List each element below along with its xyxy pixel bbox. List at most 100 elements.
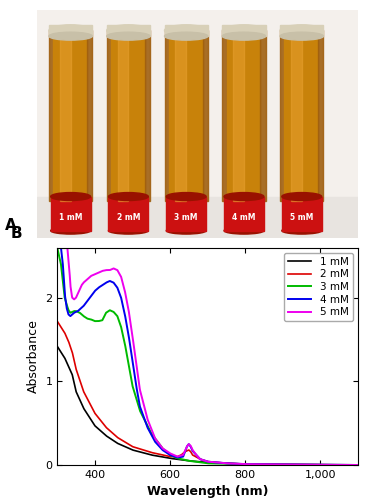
Ellipse shape [282, 228, 322, 234]
Bar [111, 30, 145, 201]
1 mM [191, 458, 196, 464]
Ellipse shape [222, 25, 266, 36]
5 mM [191, 448, 196, 454]
Bar [222, 30, 228, 201]
Line: 3 mM: 3 mM [57, 248, 358, 465]
Line: 2 mM: 2 mM [57, 321, 358, 465]
3 mM [191, 458, 196, 464]
Bar [53, 30, 87, 201]
3 mM [209, 460, 213, 466]
Bar [49, 30, 54, 201]
4 mM [109, 278, 113, 284]
Text: B: B [11, 226, 22, 241]
Ellipse shape [165, 25, 208, 36]
Bar [227, 30, 261, 201]
Bar [87, 30, 92, 201]
Bar [107, 25, 150, 36]
Text: 4 mM: 4 mM [232, 212, 256, 222]
Bar [60, 30, 70, 201]
4 mM [191, 448, 196, 454]
3 mM [356, 462, 360, 468]
Bar [165, 25, 208, 36]
Ellipse shape [108, 192, 148, 200]
Bar [280, 30, 285, 201]
3 mM [61, 278, 65, 284]
Text: 5 mM: 5 mM [290, 212, 313, 222]
2 mM [337, 462, 341, 468]
X-axis label: Wavelength (nm): Wavelength (nm) [147, 486, 268, 498]
5 mM [209, 459, 213, 465]
Ellipse shape [280, 32, 323, 40]
5 mM [109, 266, 113, 272]
Bar [166, 196, 206, 230]
4 mM [356, 462, 360, 468]
Bar [108, 196, 148, 230]
Bar [282, 196, 322, 230]
Bar [145, 30, 150, 201]
Ellipse shape [224, 192, 264, 200]
2 mM [109, 428, 113, 434]
2 mM [209, 459, 213, 465]
3 mM [262, 462, 267, 468]
Ellipse shape [51, 192, 90, 200]
Text: 1 mM: 1 mM [59, 212, 82, 222]
Text: A: A [4, 218, 16, 232]
4 mM [262, 462, 267, 468]
2 mM [55, 318, 59, 324]
4 mM [55, 244, 59, 250]
5 mM [337, 462, 341, 468]
Ellipse shape [166, 192, 206, 200]
Bar [291, 30, 302, 201]
Bar [169, 30, 203, 201]
Bar [51, 196, 90, 230]
4 mM [337, 462, 341, 468]
Ellipse shape [224, 228, 264, 234]
5 mM [262, 462, 267, 468]
3 mM [337, 462, 341, 468]
2 mM [191, 452, 196, 458]
Ellipse shape [51, 228, 90, 234]
5 mM [356, 462, 360, 468]
Bar [118, 30, 128, 201]
Ellipse shape [280, 25, 323, 36]
Bar [261, 30, 266, 201]
1 mM [55, 343, 59, 349]
Bar [37, 196, 358, 237]
Bar [203, 30, 208, 201]
Ellipse shape [49, 25, 92, 36]
1 mM [337, 462, 341, 468]
1 mM [209, 460, 213, 466]
1 mM [356, 462, 360, 468]
Bar [224, 196, 264, 230]
Bar [107, 30, 112, 201]
Bar [318, 30, 323, 201]
Line: 1 mM: 1 mM [57, 346, 358, 465]
1 mM [61, 352, 65, 358]
Legend: 1 mM, 2 mM, 3 mM, 4 mM, 5 mM: 1 mM, 2 mM, 3 mM, 4 mM, 5 mM [284, 252, 353, 322]
Line: 5 mM: 5 mM [57, 248, 358, 465]
2 mM [356, 462, 360, 468]
2 mM [61, 327, 65, 333]
2 mM [262, 462, 267, 468]
Ellipse shape [108, 228, 148, 234]
3 mM [55, 244, 59, 250]
Bar [175, 30, 186, 201]
Text: 3 mM: 3 mM [175, 212, 198, 222]
Bar [280, 25, 323, 36]
3 mM [109, 308, 113, 314]
5 mM [61, 244, 65, 250]
Bar [165, 30, 170, 201]
5 mM [55, 244, 59, 250]
Text: 2 mM: 2 mM [117, 212, 140, 222]
Ellipse shape [107, 32, 150, 40]
Ellipse shape [107, 25, 150, 36]
1 mM [262, 462, 267, 468]
Ellipse shape [49, 32, 92, 40]
Line: 4 mM: 4 mM [57, 248, 358, 465]
4 mM [209, 459, 213, 465]
4 mM [61, 262, 65, 268]
Ellipse shape [222, 32, 266, 40]
Ellipse shape [166, 228, 206, 234]
Ellipse shape [165, 32, 208, 40]
Bar [49, 25, 92, 36]
